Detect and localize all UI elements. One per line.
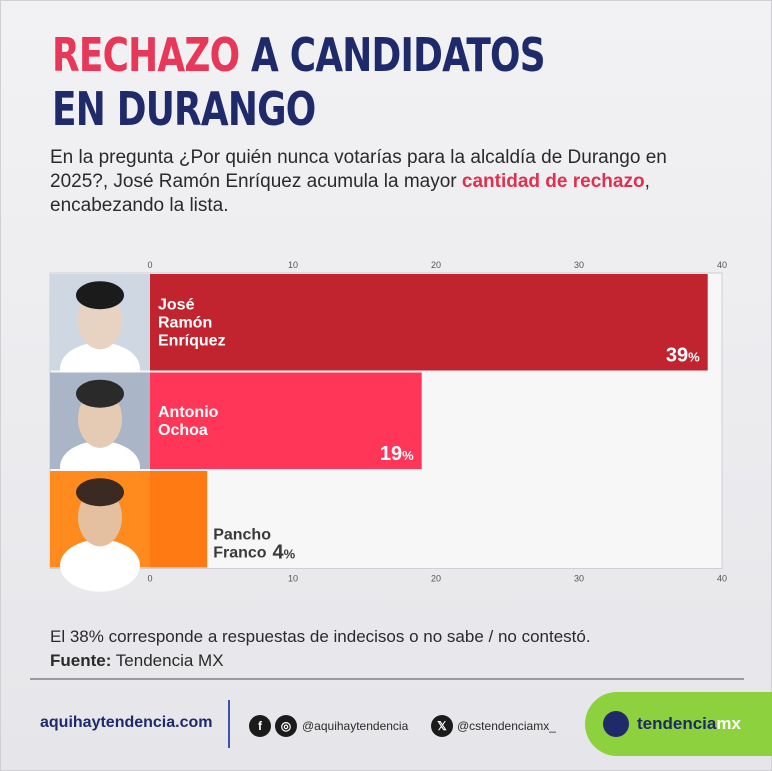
subtitle-end: , encabezando la lista.	[50, 171, 650, 216]
title-highlight: RECHAZO	[52, 28, 240, 82]
candidate-hair	[76, 379, 124, 408]
x-tick-label-bottom: 30	[574, 574, 584, 584]
bar-category-label: Pancho Franco	[213, 527, 271, 562]
source-label: Fuente:	[50, 651, 112, 670]
social-handle-x[interactable]: @cstendenciamx_	[457, 719, 556, 733]
x-tick-label-bottom: 40	[717, 574, 727, 584]
page-title: RECHAZO A CANDIDATOS EN DURANGO	[52, 28, 546, 136]
title-rest: A CANDIDATOS	[239, 28, 546, 82]
bar	[150, 471, 208, 568]
brand-logo-icon	[603, 711, 629, 737]
brand-name-suffix: mx	[716, 714, 741, 733]
x-tick-label-top: 30	[574, 260, 584, 270]
bar-category-label: José Ramón Enríquez	[158, 296, 226, 349]
website-link[interactable]: aquihaytendencia.com	[40, 714, 213, 731]
subtitle-emphasis: cantidad de rechazo	[461, 171, 645, 192]
bar-value-label: 39%	[666, 345, 700, 367]
subtitle: En la pregunta ¿Por quién nunca votarías…	[50, 146, 730, 218]
source-value: Tendencia MX	[111, 651, 224, 670]
facebook-icon[interactable]: f	[249, 715, 271, 737]
x-tick-label-bottom: 20	[431, 574, 441, 584]
undecided-note: El 38% corresponde a respuestas de indec…	[50, 627, 591, 646]
x-tick-label-top: 10	[288, 260, 298, 270]
x-tick-label-bottom: 10	[288, 574, 298, 584]
bar-value-label: 4%	[273, 542, 296, 564]
footer-separator	[228, 700, 230, 748]
brand-badge: tendenciamx	[585, 692, 772, 756]
brand-name-main: tendencia	[637, 714, 717, 733]
x-icon[interactable]: 𝕏	[431, 715, 453, 737]
candidate-shirt	[60, 539, 140, 592]
candidate-hair	[76, 478, 124, 507]
bar-value-label: 19%	[380, 443, 414, 465]
title-line-2: EN DURANGO	[52, 82, 316, 136]
social-handle-meta[interactable]: @aquihaytendencia	[302, 719, 409, 733]
instagram-icon[interactable]: ◎	[275, 715, 297, 737]
x-tick-label-top: 0	[147, 260, 152, 270]
bar-category-label: Antonio Ochoa	[158, 404, 219, 439]
brand-name: tendenciamx	[637, 714, 741, 734]
rejection-bar-chart: 0 0 10 10 20 20 30 30 40 40 José Ramón Enríquez 39% An…	[49, 260, 727, 592]
candidate-hair	[76, 281, 124, 310]
x-tick-label-top: 20	[431, 260, 441, 270]
footer-divider	[30, 678, 744, 680]
x-tick-label-bottom: 0	[147, 574, 152, 584]
bar	[150, 372, 422, 469]
subtitle-intro: En la pregunta ¿Por quién nunca votarías…	[50, 147, 667, 192]
bar	[150, 274, 708, 371]
x-tick-label-top: 40	[717, 260, 727, 270]
source-line: Fuente: Tendencia MX	[50, 651, 224, 671]
